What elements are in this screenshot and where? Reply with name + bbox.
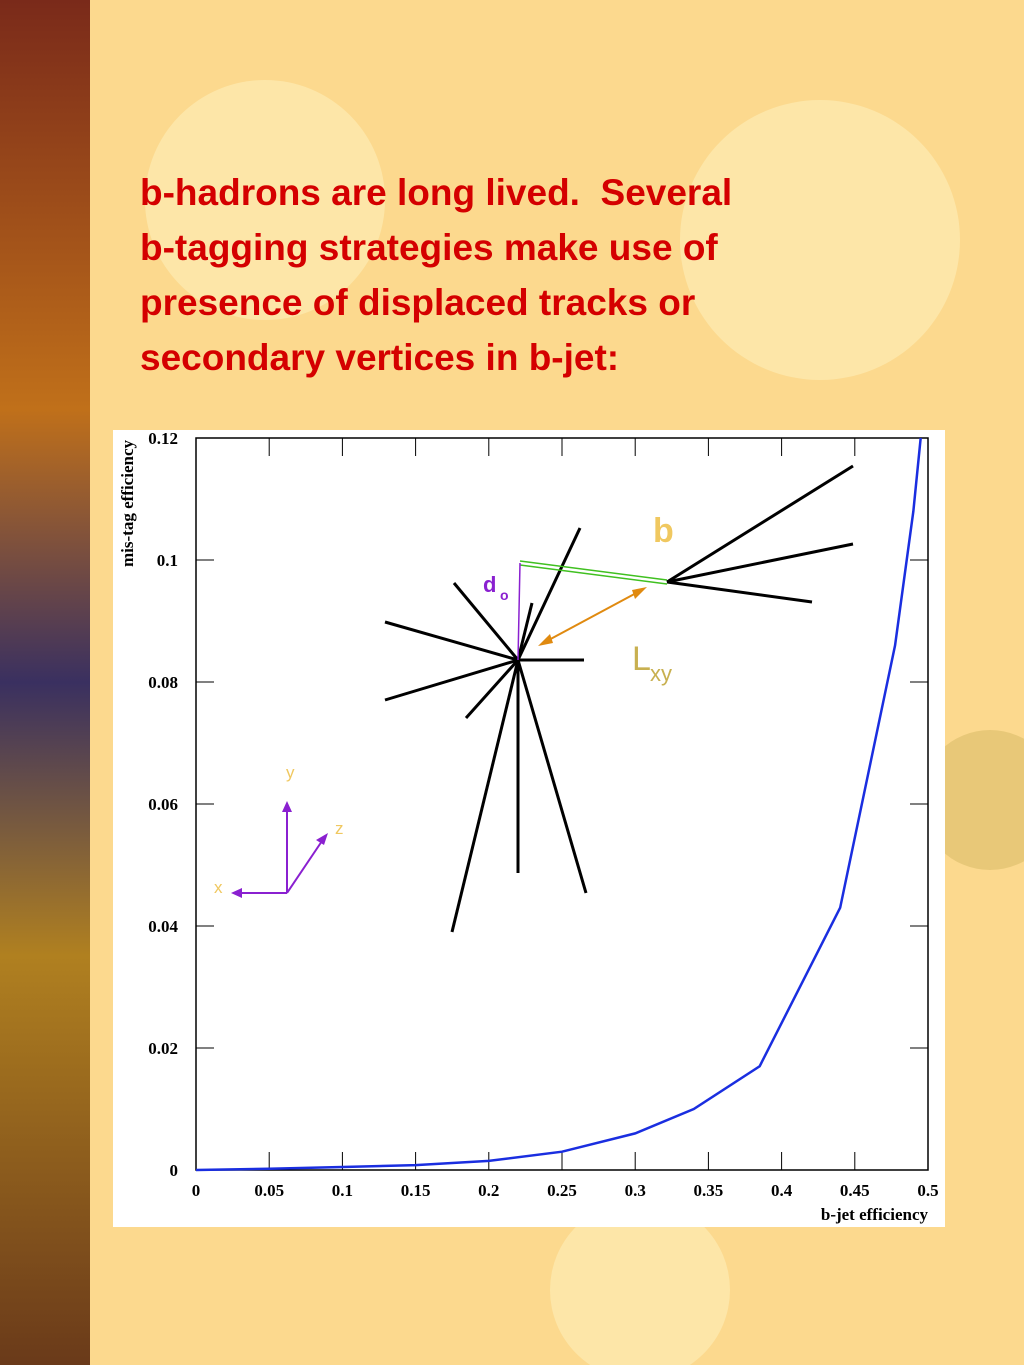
y-tick-label: 0.08: [148, 673, 178, 692]
y-tick-label: 0.04: [148, 917, 178, 936]
x-tick-label: 0.05: [254, 1181, 284, 1200]
annotation: d: [483, 572, 496, 597]
coordinate-axes: [231, 801, 328, 898]
x-tick-label: 0.1: [332, 1181, 353, 1200]
gear: [920, 730, 1024, 870]
left-strip: [0, 0, 90, 1365]
x-tick-label: 0.5: [917, 1181, 938, 1200]
gear: [550, 1200, 730, 1365]
annotation: z: [335, 819, 344, 838]
annotation: b: [653, 512, 674, 550]
y-tick-label: 0.1: [157, 551, 178, 570]
y-axis-label: mis-tag efficiency: [118, 440, 137, 567]
gear: [680, 100, 960, 380]
x-axis-label: b-jet efficiency: [821, 1205, 929, 1224]
body-text: b-tagging strategies make use of: [140, 227, 718, 268]
body-text: presence of displaced tracks or: [140, 282, 696, 323]
annotation: o: [500, 587, 509, 603]
x-tick-label: 0.25: [547, 1181, 577, 1200]
y-tick-label: 0.06: [148, 795, 178, 814]
x-tick-label: 0.15: [401, 1181, 431, 1200]
body-text: b-hadrons are long lived. Several: [140, 172, 733, 213]
x-tick-label: 0.3: [625, 1181, 646, 1200]
curve: [195, 437, 922, 1172]
x-tick-label: 0.2: [478, 1181, 499, 1200]
body-text: secondary vertices in b-jet:: [140, 337, 620, 378]
y-tick-label: 0: [170, 1161, 179, 1180]
annotation: xy: [650, 661, 672, 686]
annotation: L: [632, 640, 651, 678]
annotation: x: [214, 878, 223, 897]
jet-tracks: [384, 464, 854, 933]
gear: [145, 80, 385, 320]
y-tick-label: 0.02: [148, 1039, 178, 1058]
x-tick-label: 0.35: [694, 1181, 724, 1200]
x-tick-label: 0: [192, 1181, 201, 1200]
x-tick-label: 0.45: [840, 1181, 870, 1200]
x-tick-label: 0.4: [771, 1181, 793, 1200]
y-tick-label: 0.12: [148, 429, 178, 448]
plot-frame: [195, 437, 929, 1171]
annotation: y: [286, 763, 295, 782]
decay-path: [517, 560, 668, 661]
